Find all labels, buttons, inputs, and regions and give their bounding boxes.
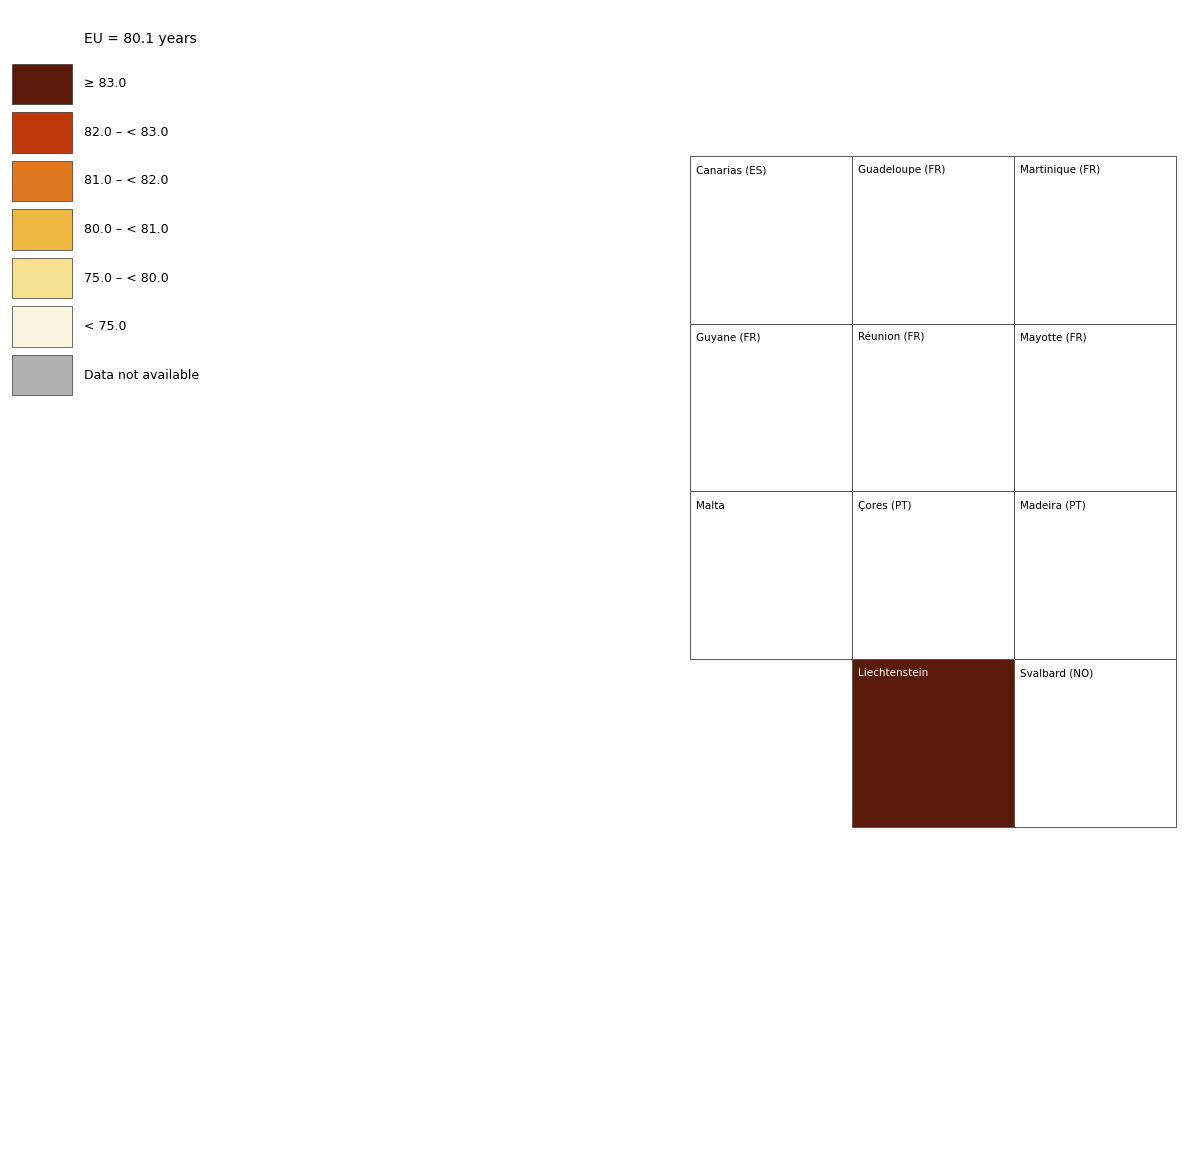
Bar — [703, 309, 756, 317]
Bar — [1027, 812, 1080, 818]
Bar — [1027, 309, 1054, 317]
Bar — [865, 812, 918, 818]
Polygon shape — [739, 253, 757, 271]
Bar — [1027, 812, 1054, 818]
Polygon shape — [1078, 749, 1114, 781]
Text: EU = 80.1 years: EU = 80.1 years — [84, 32, 197, 46]
Polygon shape — [1038, 557, 1152, 605]
Polygon shape — [772, 227, 802, 253]
Bar — [865, 309, 918, 317]
Bar — [865, 309, 892, 317]
Bar — [1027, 476, 1080, 483]
Polygon shape — [1050, 203, 1140, 288]
Polygon shape — [786, 584, 816, 610]
Polygon shape — [745, 236, 767, 255]
Polygon shape — [947, 562, 965, 578]
Bar — [703, 476, 730, 483]
Bar — [703, 476, 756, 483]
Polygon shape — [971, 585, 985, 599]
Text: ≥ 83.0: ≥ 83.0 — [84, 77, 126, 90]
Text: 80.0 – < 81.0: 80.0 – < 81.0 — [84, 223, 169, 236]
Polygon shape — [1096, 721, 1140, 765]
Bar — [1027, 645, 1054, 652]
Text: Çores (PT): Çores (PT) — [858, 501, 912, 511]
Polygon shape — [1096, 428, 1126, 454]
Text: Madeira (PT): Madeira (PT) — [1020, 501, 1086, 511]
Polygon shape — [895, 699, 971, 798]
Polygon shape — [798, 220, 834, 250]
Text: Guyane (FR): Guyane (FR) — [696, 333, 761, 343]
Bar — [865, 476, 892, 483]
Text: Martinique (FR): Martinique (FR) — [1020, 165, 1100, 176]
Polygon shape — [714, 224, 738, 245]
Bar — [703, 309, 730, 317]
Polygon shape — [918, 569, 934, 581]
Bar — [703, 645, 730, 652]
Bar — [865, 476, 918, 483]
Bar — [865, 812, 892, 818]
Bar — [865, 532, 948, 586]
Polygon shape — [886, 371, 982, 455]
Bar — [1027, 645, 1080, 652]
Bar — [1027, 476, 1054, 483]
Text: Canarias (ES): Canarias (ES) — [696, 165, 767, 176]
Text: Svalbard (NO): Svalbard (NO) — [1020, 668, 1093, 679]
Polygon shape — [1036, 710, 1096, 765]
Text: Mayotte (FR): Mayotte (FR) — [1020, 333, 1087, 343]
Text: < 75.0: < 75.0 — [84, 320, 126, 333]
Bar — [703, 645, 756, 652]
Text: 82.0 – < 83.0: 82.0 – < 83.0 — [84, 126, 168, 139]
Text: 81.0 – < 82.0: 81.0 – < 82.0 — [84, 175, 168, 187]
Polygon shape — [1061, 371, 1115, 434]
Bar — [1027, 309, 1080, 317]
Text: Réunion (FR): Réunion (FR) — [858, 333, 924, 343]
Polygon shape — [730, 370, 814, 457]
Text: Data not available: Data not available — [84, 369, 199, 381]
Polygon shape — [881, 553, 895, 565]
Polygon shape — [726, 538, 786, 592]
Bar — [865, 645, 892, 652]
Text: Malta: Malta — [696, 501, 725, 511]
Text: 75.0 – < 80.0: 75.0 – < 80.0 — [84, 272, 169, 284]
Text: Guadeloupe (FR): Guadeloupe (FR) — [858, 165, 946, 176]
Bar — [865, 645, 918, 652]
Text: Liechtenstein: Liechtenstein — [858, 668, 929, 679]
Polygon shape — [874, 207, 964, 284]
